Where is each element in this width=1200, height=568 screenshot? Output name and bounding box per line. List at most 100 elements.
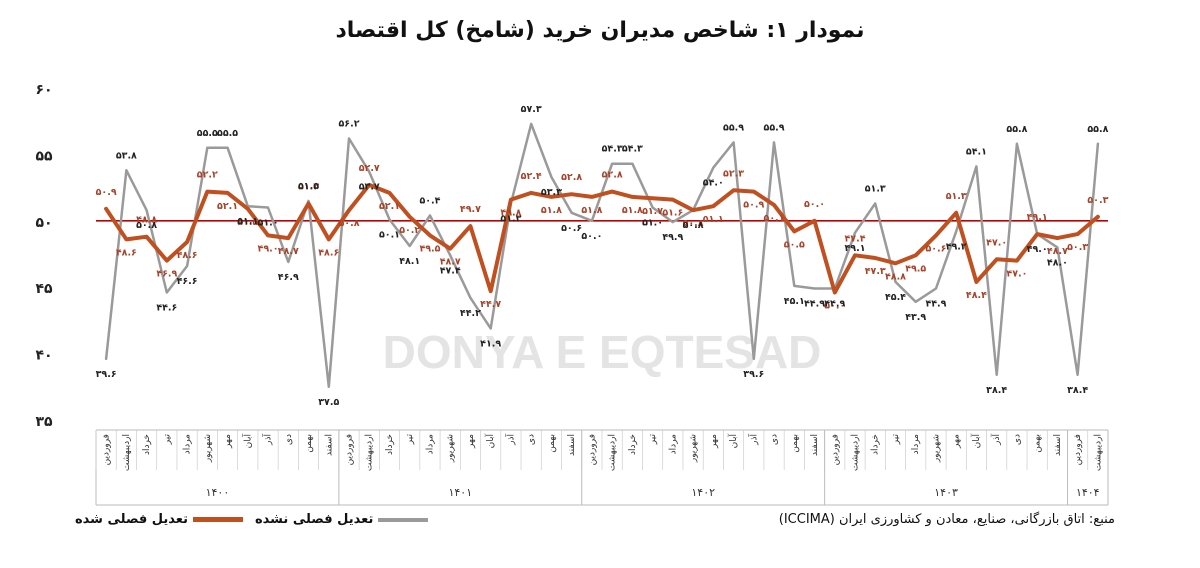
data-label-seasonal: ۴۴.۷ [480, 299, 501, 310]
legend-item-non-seasonal: تعدیل فصلی نشده [255, 512, 428, 527]
x-tick-label: شهریور [931, 434, 941, 463]
x-tick-label: فروردین [587, 434, 597, 465]
data-label-seasonal: ۵۱.۳ [298, 182, 319, 193]
y-tick-label: ۵۵ [35, 148, 53, 164]
data-label-seasonal: ۵۰.۸ [683, 218, 704, 229]
x-tick-label: دی [770, 434, 780, 445]
data-label-seasonal: ۵۰.۰ [804, 199, 825, 210]
data-label-seasonal: ۵۲.۴ [521, 171, 542, 182]
data-label-seasonal: ۴۸.۷ [440, 257, 461, 268]
watermark: DONYA E EQTESAD [383, 326, 822, 378]
data-label-non-seasonal: ۵۷.۳ [521, 104, 542, 115]
x-tick-label: دی [1012, 434, 1022, 445]
data-label-seasonal: ۴۹.۸ [500, 208, 521, 219]
year-label: ۱۴۰۰ [206, 486, 230, 499]
data-label-non-seasonal: ۴۶.۹ [278, 272, 299, 283]
data-label-seasonal: ۴۸.۸ [885, 271, 906, 282]
x-tick-label: تیر [648, 434, 658, 446]
chart-title: نمودار ۱: شاخص مدیران خرید (شامخ) کل اقت… [335, 18, 865, 43]
data-label-seasonal: ۵۲.۳ [723, 168, 744, 179]
data-label-non-seasonal: ۵۴.۳ [602, 144, 623, 155]
x-tick-label: تیر [405, 434, 415, 446]
legend-swatch-non-seasonal [377, 517, 428, 522]
data-label-seasonal: ۵۲.۸ [602, 170, 623, 181]
data-label-non-seasonal: ۵۵.۵ [197, 128, 218, 139]
y-tick-label: ۳۵ [35, 414, 53, 430]
data-label-seasonal: ۵۰.۵ [784, 239, 805, 250]
x-tick-label: فروردین [102, 434, 112, 465]
data-label-seasonal: ۴۸.۶ [116, 247, 137, 258]
x-tick-label: مهر [223, 434, 233, 449]
year-label: ۱۴۰۲ [691, 486, 715, 499]
x-tick-label: دی [527, 434, 537, 445]
data-label-non-seasonal: ۳۸.۴ [1067, 385, 1088, 396]
data-label-non-seasonal: ۵۵.۸ [1087, 124, 1108, 135]
x-tick-label: تیر [162, 434, 172, 446]
year-label: ۱۴۰۱ [448, 486, 472, 499]
x-tick-label: آذر [990, 434, 1002, 446]
data-label-seasonal: ۵۰.۸ [338, 218, 359, 229]
x-tick-label: آذر [504, 434, 516, 446]
data-label-seasonal: ۴۶.۹ [156, 269, 177, 280]
data-label-non-seasonal: ۵۰.۸ [136, 220, 157, 231]
data-label-non-seasonal: ۴۹.۱ [844, 243, 865, 254]
data-label-non-seasonal: ۵۰.۴ [419, 195, 440, 206]
data-label-seasonal: ۴۷.۰ [986, 237, 1007, 248]
x-tick-label: مرداد [183, 434, 193, 454]
data-label-seasonal: ۵۱.۶ [662, 208, 683, 219]
data-label-non-seasonal: ۵۴.۱ [966, 146, 987, 157]
data-label-non-seasonal: ۵۵.۸ [1006, 124, 1027, 135]
year-label: ۱۴۰۴ [1076, 486, 1100, 499]
plot-area [96, 78, 1108, 420]
data-label-seasonal: ۵۱.۱ [703, 214, 724, 225]
data-label-non-seasonal: ۴۹.۰ [1027, 244, 1048, 255]
data-label-seasonal: ۵۰.۶ [925, 243, 946, 254]
data-label-non-seasonal: ۴۵.۴ [885, 292, 906, 303]
x-tick-label: فروردین [1073, 434, 1083, 465]
x-tick-label: اردیبهشت [365, 434, 375, 471]
x-tick-label: بهمن [547, 434, 557, 453]
y-tick-label: ۴۵ [35, 281, 53, 297]
data-label-non-seasonal: ۴۴.۶ [156, 303, 177, 314]
data-label-seasonal: ۴۸.۷ [1047, 246, 1068, 257]
data-label-seasonal: ۴۸.۶ [318, 247, 339, 258]
data-label-non-seasonal: ۵۱.۰ [642, 218, 663, 229]
y-tick-label: ۴۰ [35, 348, 52, 364]
x-tick-label: فروردین [830, 434, 840, 465]
data-label-seasonal: ۵۰.۹ [743, 200, 764, 211]
data-label-seasonal: ۵۱.۳ [946, 191, 967, 202]
legend-label-seasonal: تعدیل فصلی شده [75, 512, 189, 527]
x-tick-label: آذر [262, 434, 274, 446]
data-label-seasonal: ۴۹.۷ [460, 204, 481, 215]
data-label-non-seasonal: ۵۰.۸ [683, 220, 704, 231]
data-label-seasonal: ۴۹.۰ [258, 243, 279, 254]
x-tick-label: فروردین [345, 434, 355, 465]
data-label-seasonal: ۵۲.۲ [197, 170, 218, 181]
year-label: ۱۴۰۳ [934, 486, 958, 499]
source-note: منبع: اتاق بازرگانی، صنایع، معادن و کشاو… [778, 512, 1115, 527]
data-label-non-seasonal: ۵۱.۳ [500, 214, 521, 225]
data-label-non-seasonal: ۴۸.۰ [1047, 257, 1068, 268]
data-label-seasonal: ۵۱.۸ [622, 205, 643, 216]
data-label-non-seasonal: ۳۸.۴ [986, 385, 1007, 396]
data-label-non-seasonal: ۵۱.۱ [237, 216, 258, 227]
data-label-non-seasonal: ۳۹.۶ [743, 369, 764, 380]
data-label-non-seasonal: ۴۴.۹ [824, 299, 845, 310]
y-tick-label: ۵۰ [35, 215, 52, 231]
data-label-non-seasonal: ۵۵.۹ [723, 122, 744, 133]
data-label-seasonal: ۴۸.۴ [966, 290, 987, 301]
x-tick-label: اردیبهشت [1093, 434, 1103, 471]
x-tick-label: مهر [709, 434, 719, 449]
x-tick-label: اردیبهشت [851, 434, 861, 471]
data-label-non-seasonal: ۵۰.۰ [581, 231, 602, 242]
data-label-non-seasonal: ۵۱.۰ [258, 218, 279, 229]
data-label-seasonal: ۴۹.۱ [1027, 212, 1048, 223]
data-label-seasonal: ۵۰.۹ [96, 187, 117, 198]
data-label-seasonal: ۵۲.۱ [217, 201, 238, 212]
data-label-seasonal: ۴۷.۰ [1006, 269, 1027, 280]
data-label-seasonal: ۴۹.۵ [419, 243, 440, 254]
y-tick-label: ۶۰ [35, 82, 52, 98]
data-label-seasonal: ۴۹.۵ [905, 263, 926, 274]
data-label-non-seasonal: ۴۷.۴ [440, 265, 461, 276]
